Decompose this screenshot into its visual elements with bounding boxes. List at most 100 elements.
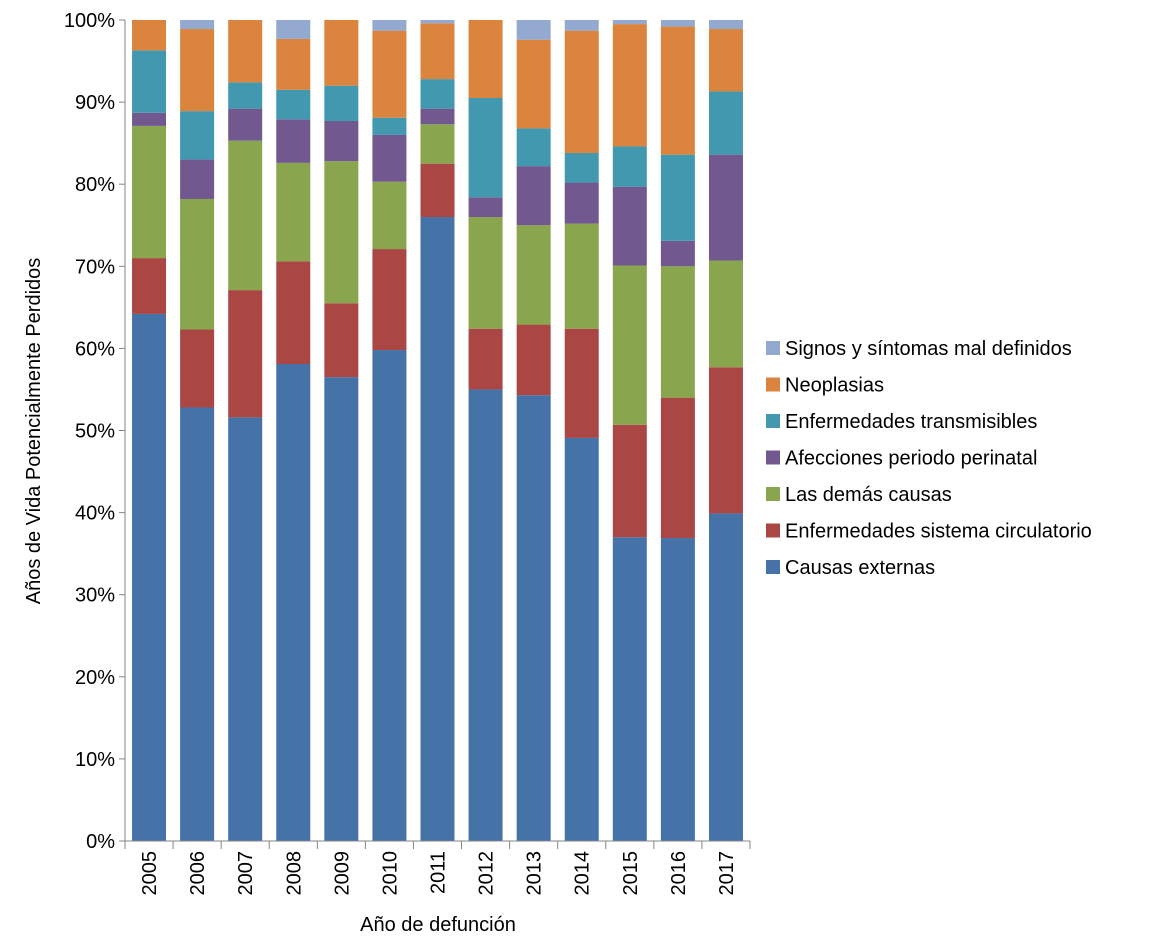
legend-swatch (766, 523, 780, 538)
bar-segment (708, 91, 743, 155)
bar-segment (708, 29, 743, 92)
bar-segment (660, 397, 695, 539)
bar-segment (516, 166, 551, 226)
y-tick-label: 30% (75, 585, 115, 607)
bar-segment (180, 159, 215, 199)
x-tick-label: 2008 (283, 851, 305, 896)
y-tick-label: 20% (75, 667, 115, 689)
y-tick-label: 70% (75, 256, 115, 278)
bar-segment (276, 363, 311, 841)
legend-swatch (766, 414, 780, 428)
bar-segment (276, 162, 311, 262)
bar-segment (372, 30, 407, 118)
bar-segment (612, 537, 647, 841)
legend-swatch (766, 450, 780, 465)
bar-segment (612, 146, 647, 187)
y-tick-label: 10% (75, 749, 115, 771)
bar-segment (516, 39, 551, 129)
bar-segment (324, 85, 359, 121)
x-tick-label: 2006 (187, 851, 209, 896)
bar-segment (180, 407, 215, 841)
bar-segment (228, 108, 263, 141)
x-tick-label: 2005 (139, 851, 161, 896)
legend-label: Afecciones periodo perinatal (785, 448, 1037, 470)
bar-segment (564, 20, 599, 31)
x-tick-label: 2017 (716, 851, 738, 896)
bar-segment (612, 24, 647, 147)
bar-segment (228, 290, 263, 418)
bar-segment (564, 437, 599, 841)
bar-segment (468, 97, 503, 198)
bar-segment (516, 395, 551, 841)
bar-segment (180, 29, 215, 112)
bar-segment (564, 328, 599, 438)
bar-segment (180, 111, 215, 160)
bar-segment (468, 328, 503, 390)
bar-segment (372, 181, 407, 250)
y-tick-label: 100% (64, 10, 115, 32)
bar-segment (708, 513, 743, 841)
x-tick-label: 2009 (331, 851, 353, 896)
bar-segment (420, 163, 455, 218)
x-axis: 2005 2006 2007 2008 2009 2010 2011 2012 2013 2014… (124, 840, 751, 896)
bar-segment (228, 82, 263, 109)
x-tick-label: 2014 (572, 851, 594, 896)
bar-segment (420, 124, 455, 164)
bar-segment (468, 197, 503, 218)
bar-segment (276, 38, 311, 90)
bar-segment (372, 134, 407, 182)
legend-swatch (766, 377, 780, 392)
bar-segment (660, 20, 695, 27)
bar-segment (180, 198, 215, 330)
bar-segment (708, 260, 743, 368)
bar-segment (132, 20, 167, 51)
legend-swatch (766, 487, 780, 501)
bar-segment (324, 377, 359, 841)
x-tick-label: 2011 (428, 851, 450, 894)
bar-segment (612, 424, 647, 538)
bar-segment (708, 367, 743, 514)
bar-segment (708, 154, 743, 261)
bar-segment (276, 89, 311, 120)
y-axis: 0% 10% 20% 30% 40% 50% 60% 70% 80% 90% 100% (64, 10, 126, 853)
legend-swatch (766, 560, 780, 574)
bar-segment (324, 120, 359, 162)
bar-segment (564, 182, 599, 224)
bar-segment (660, 154, 695, 241)
y-tick-label: 90% (75, 92, 115, 114)
y-tick-label: 50% (75, 421, 115, 443)
bar-segment (132, 258, 167, 314)
bar-segment (564, 223, 599, 329)
bar-segment (612, 186, 647, 266)
bar-segment (516, 128, 551, 167)
x-tick-label: 2012 (476, 851, 498, 896)
bar-segment (420, 217, 455, 842)
legend-label: Signos y síntomas mal definidos (785, 338, 1072, 360)
y-tick-label: 40% (75, 503, 115, 525)
x-tick-label: 2016 (668, 851, 690, 896)
bar-segment (708, 20, 743, 30)
y-axis-title: Años de Vida Potencialmente Perdidos (23, 258, 45, 605)
bar-segment (372, 117, 407, 135)
bar-segment (324, 303, 359, 378)
bar-segment (324, 20, 359, 86)
bar-segment (372, 350, 407, 841)
bar-segment (276, 261, 311, 364)
x-axis-title: Año de defunción (360, 914, 516, 936)
y-tick-label: 80% (75, 174, 115, 196)
bar-segment (564, 153, 599, 183)
bar-segment (228, 140, 263, 291)
x-tick-label: 2007 (235, 851, 257, 896)
bar-segment (660, 26, 695, 155)
bar-segment (468, 20, 503, 98)
legend-label: Enfermedades sistema circulatorio (785, 521, 1092, 543)
legend-swatch (766, 341, 780, 355)
bar-segment (564, 30, 599, 154)
bar-segment (420, 23, 455, 80)
bar-segment (180, 20, 215, 30)
bar-segment (516, 225, 551, 325)
bar-segment (516, 324, 551, 396)
bar-segment (276, 20, 311, 39)
bar-segment (132, 313, 167, 842)
